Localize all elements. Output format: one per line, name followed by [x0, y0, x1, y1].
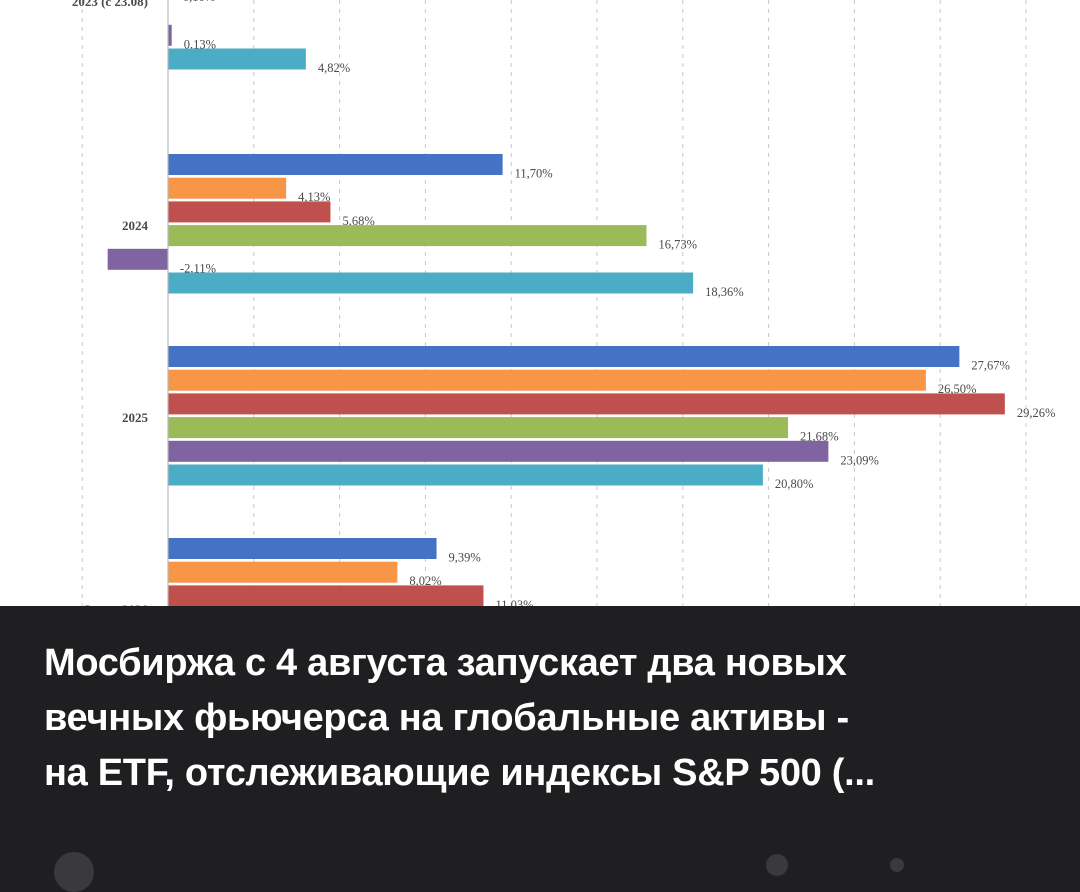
bar [168, 393, 1005, 415]
source-avatar[interactable] [54, 852, 94, 892]
bar [168, 464, 763, 486]
headline-line-1: Мосбиржа с 4 августа запускает два новых [44, 642, 847, 684]
data-label: 29,26% [1017, 406, 1056, 420]
data-label: -2,11% [180, 261, 216, 275]
news-caption[interactable]: Мосбиржа с 4 августа запускает два новых… [0, 606, 1080, 892]
data-label: 23,09% [840, 453, 879, 467]
bar [168, 538, 437, 559]
data-label: 11,70% [515, 167, 553, 181]
bar [168, 369, 926, 391]
bar [168, 201, 331, 223]
data-label: 26,50% [938, 382, 977, 396]
bar [168, 585, 484, 606]
data-label: 5,68% [342, 214, 374, 228]
chart-area: -0,04%0,10%0,13%4,82%2023 (с 23.08)11,70… [0, 0, 1080, 606]
data-label: 21,68% [800, 430, 839, 444]
data-label: 11,03% [495, 598, 533, 606]
category-label: 2025 [122, 410, 149, 425]
category-label: 2023 (с 23.08) [72, 0, 148, 9]
data-label: 4,82% [318, 61, 350, 75]
bar [168, 272, 694, 294]
data-label: 0,10% [183, 0, 215, 4]
action-icon[interactable] [766, 854, 788, 876]
data-label: 8,02% [409, 574, 441, 588]
data-label: 20,80% [775, 477, 814, 491]
data-label: 9,39% [449, 551, 481, 565]
bar [168, 561, 398, 583]
headline-line-2: вечных фьючерса на глобальные активы - [44, 697, 849, 739]
action-icon[interactable] [890, 858, 904, 872]
data-label: 4,13% [298, 190, 330, 204]
category-label: 2024 [122, 218, 149, 233]
bar-chart: -0,04%0,10%0,13%4,82%2023 (с 23.08)11,70… [72, 0, 1056, 606]
bar [168, 177, 287, 199]
bar [168, 417, 789, 439]
data-label: 18,36% [705, 285, 744, 299]
bar [168, 24, 172, 46]
bar [107, 248, 168, 270]
data-label: 16,73% [658, 238, 697, 252]
data-label: 27,67% [971, 359, 1010, 373]
bar [168, 225, 647, 247]
headline-line-3: на ETF, отслеживающие индексы S&P 500 (.… [44, 752, 875, 794]
bar [168, 48, 306, 70]
bar [168, 346, 960, 367]
category-label: С нач. 2026 [82, 602, 148, 606]
bar [168, 440, 829, 462]
bar [168, 154, 503, 175]
data-label: 0,13% [184, 37, 216, 51]
news-headline[interactable]: Мосбиржа с 4 августа запускает два новых… [44, 636, 1054, 801]
